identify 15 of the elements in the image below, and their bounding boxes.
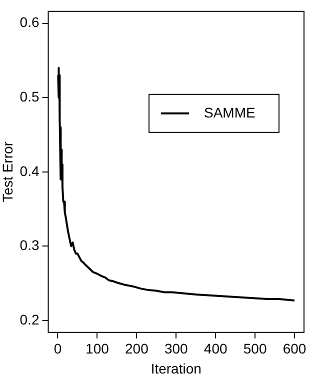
x-tick-label: 400 [204, 340, 228, 357]
x-tick-label: 200 [124, 340, 149, 357]
x-tick-label: 600 [282, 340, 306, 357]
x-tick-label: 0 [54, 340, 62, 357]
x-tick-label: 100 [86, 340, 110, 357]
y-tick-label: 0.6 [20, 14, 40, 30]
legend-label: SAMME [204, 104, 256, 120]
x-axis-title: Iteration [150, 360, 202, 376]
y-tick-label: 0.3 [20, 237, 40, 254]
x-tick-label: 300 [164, 340, 188, 357]
y-axis-title: Test Error [0, 141, 16, 202]
y-tick-label: 0.2 [20, 311, 40, 328]
x-tick-label: 500 [243, 340, 267, 357]
y-tick-label: 0.4 [20, 162, 40, 179]
y-tick-label: 0.5 [20, 88, 40, 104]
